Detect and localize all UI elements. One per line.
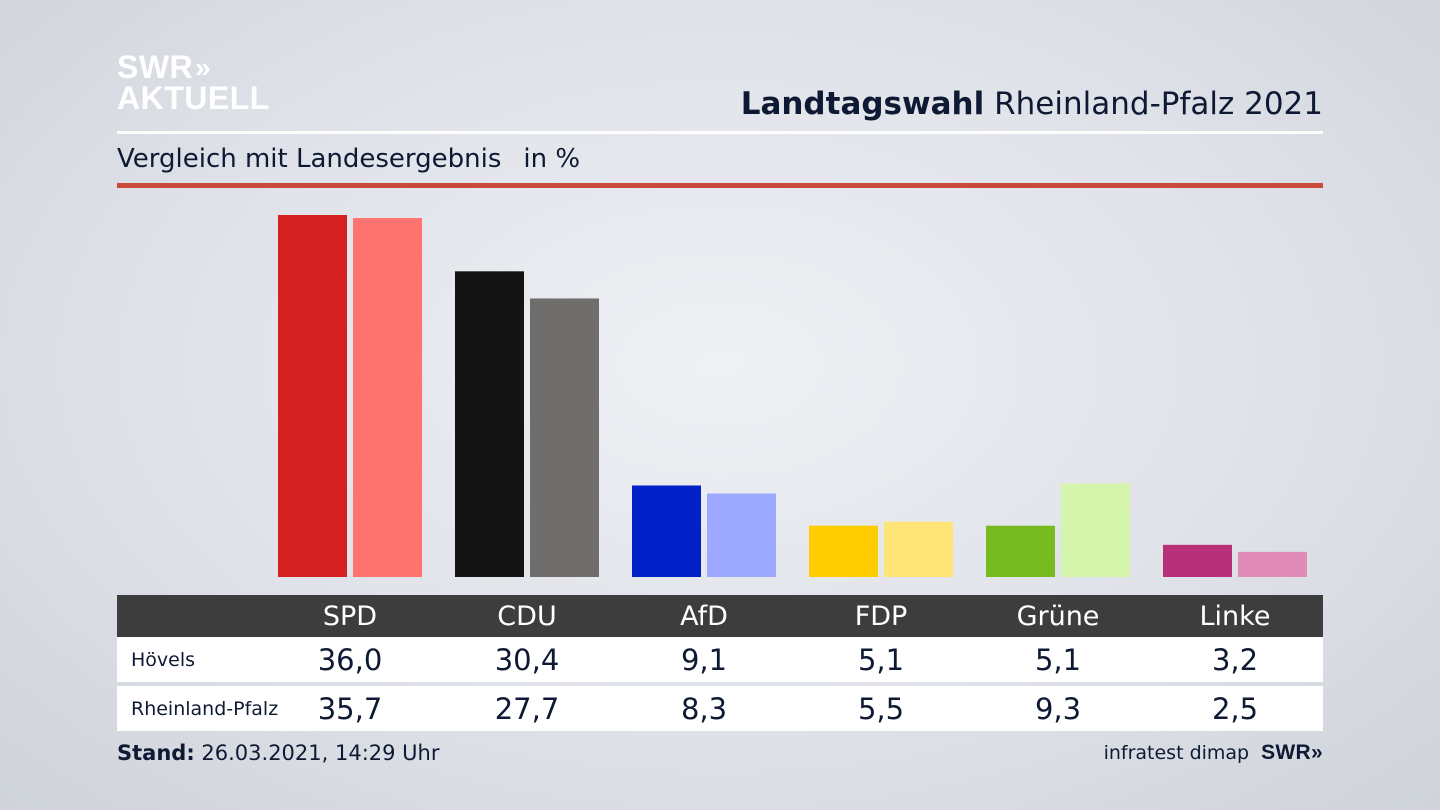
column-header: Linke [1199, 600, 1271, 632]
bar-fdp-hoevels [809, 525, 878, 577]
table-cell: 36,0 [317, 642, 383, 677]
bar-spd-hoevels [278, 215, 347, 577]
table-cell: 2,5 [1211, 691, 1259, 726]
chart-subtitle: Vergleich mit Landesergebnis in % [117, 144, 580, 174]
table-header: SPD CDU AfD FDP Grüne Linke [117, 595, 1323, 637]
column-header: Grüne [1016, 600, 1100, 632]
bar-cdu-hoevels [455, 271, 524, 577]
source-text: infratest dimap [1103, 742, 1250, 764]
bar-afd-hoevels [632, 485, 701, 577]
bar-gruene-rheinland-pfalz [1061, 483, 1130, 577]
table-cell: 27,7 [494, 691, 560, 726]
timestamp: Stand: 26.03.2021, 14:29 Uhr [117, 741, 440, 765]
row-label: Hövels [131, 648, 196, 671]
swr-brand-logo: SWR» [1261, 741, 1323, 764]
logo-aktuell-text: AKTUELL [117, 80, 270, 116]
table-cell: 5,1 [1034, 642, 1082, 677]
stand-label: Stand: [117, 741, 195, 765]
table-cell: 9,3 [1034, 691, 1082, 726]
table-row-rheinland-pfalz: Rheinland-Pfalz 35,7 27,7 8,3 5,5 9,3 2,5 [117, 686, 1323, 731]
stand-value: 26.03.2021, 14:29 Uhr [194, 741, 440, 765]
title-bold: Landtagswahl [740, 86, 985, 122]
source-credit: infratest dimap SWR» [1104, 741, 1323, 765]
swr-aktuell-logo: SWR» AKTUELL [117, 49, 270, 116]
page-title: Landtagswahl Rheinland-Pfalz 2021 [741, 86, 1323, 122]
table-cell: 5,1 [857, 642, 905, 677]
column-header: SPD [322, 600, 378, 632]
row-label: Rheinland-Pfalz [131, 697, 279, 720]
title-rest: Rheinland-Pfalz 2021 [984, 86, 1323, 122]
table-cell: 8,3 [680, 691, 728, 726]
subtitle-text: Vergleich mit Landesergebnis [117, 144, 502, 174]
subtitle-unit: in % [523, 144, 581, 174]
table-cell: 30,4 [494, 642, 560, 677]
bar-linke-hoevels [1163, 544, 1232, 577]
subtitle-divider [117, 183, 1323, 188]
bar-fdp-rheinland-pfalz [884, 521, 953, 577]
table-cell: 35,7 [317, 691, 383, 726]
table-cell: 3,2 [1211, 642, 1259, 677]
logo-swr-text: SWR [117, 49, 194, 85]
column-header: FDP [854, 600, 908, 632]
bar-spd-rheinland-pfalz [353, 218, 422, 577]
title-divider [117, 131, 1323, 134]
table-cell: 5,5 [857, 691, 905, 726]
table-cell: 9,1 [680, 642, 728, 677]
bar-gruene-hoevels [986, 525, 1055, 577]
bar-linke-rheinland-pfalz [1238, 551, 1307, 577]
table-row-hoevels: Hövels 36,0 30,4 9,1 5,1 5,1 3,2 [117, 637, 1323, 682]
bar-cdu-rheinland-pfalz [530, 298, 599, 577]
column-header: AfD [680, 600, 728, 632]
bar-afd-rheinland-pfalz [707, 493, 776, 577]
column-header: CDU [497, 600, 557, 632]
